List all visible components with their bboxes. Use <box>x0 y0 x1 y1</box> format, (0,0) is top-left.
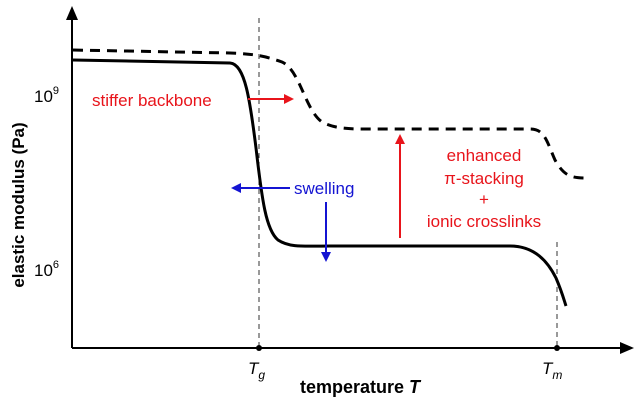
xtick-tm-main: T <box>542 359 554 378</box>
xtick-tm-sub: m <box>552 368 562 382</box>
y-axis-arrow-icon <box>66 6 78 20</box>
x-axis-label-text: temperature <box>300 377 404 397</box>
x-axis-label-var: T <box>409 377 422 397</box>
x-axis-label: temperature T <box>300 377 422 397</box>
ytick-1e9-exp: 9 <box>53 85 59 97</box>
ytick-label-1e9: 109 <box>34 85 59 106</box>
xtick-label-tg: Tg <box>248 359 265 382</box>
ytick-1e6-base: 10 <box>34 261 53 280</box>
enhanced-line-2: π-stacking <box>444 169 524 188</box>
dashed-modulus-curve <box>72 48 591 180</box>
ytick-label-1e6: 106 <box>34 259 59 280</box>
solid-modulus-curve <box>72 58 568 307</box>
xtick-tg-sub: g <box>258 368 265 382</box>
x-axis-arrow-icon <box>620 342 634 354</box>
xtick-tg-main: T <box>248 359 260 378</box>
y-axis-label: elastic modulus (Pa) <box>9 122 28 287</box>
enhanced-line-3: + <box>479 190 489 209</box>
enhanced-line-4: ionic crosslinks <box>427 212 541 231</box>
enhanced-line-1: enhanced <box>447 146 522 165</box>
ytick-1e9-base: 10 <box>34 87 53 106</box>
annotation-swelling: swelling <box>294 179 354 198</box>
annotation-stiffer-backbone: stiffer backbone <box>92 91 212 110</box>
tm-marker <box>554 345 560 351</box>
annotation-enhanced: enhanced π-stacking + ionic crosslinks <box>427 146 541 231</box>
xtick-label-tm: Tm <box>542 359 562 382</box>
tg-marker <box>256 345 262 351</box>
ytick-1e6-exp: 6 <box>53 259 59 271</box>
